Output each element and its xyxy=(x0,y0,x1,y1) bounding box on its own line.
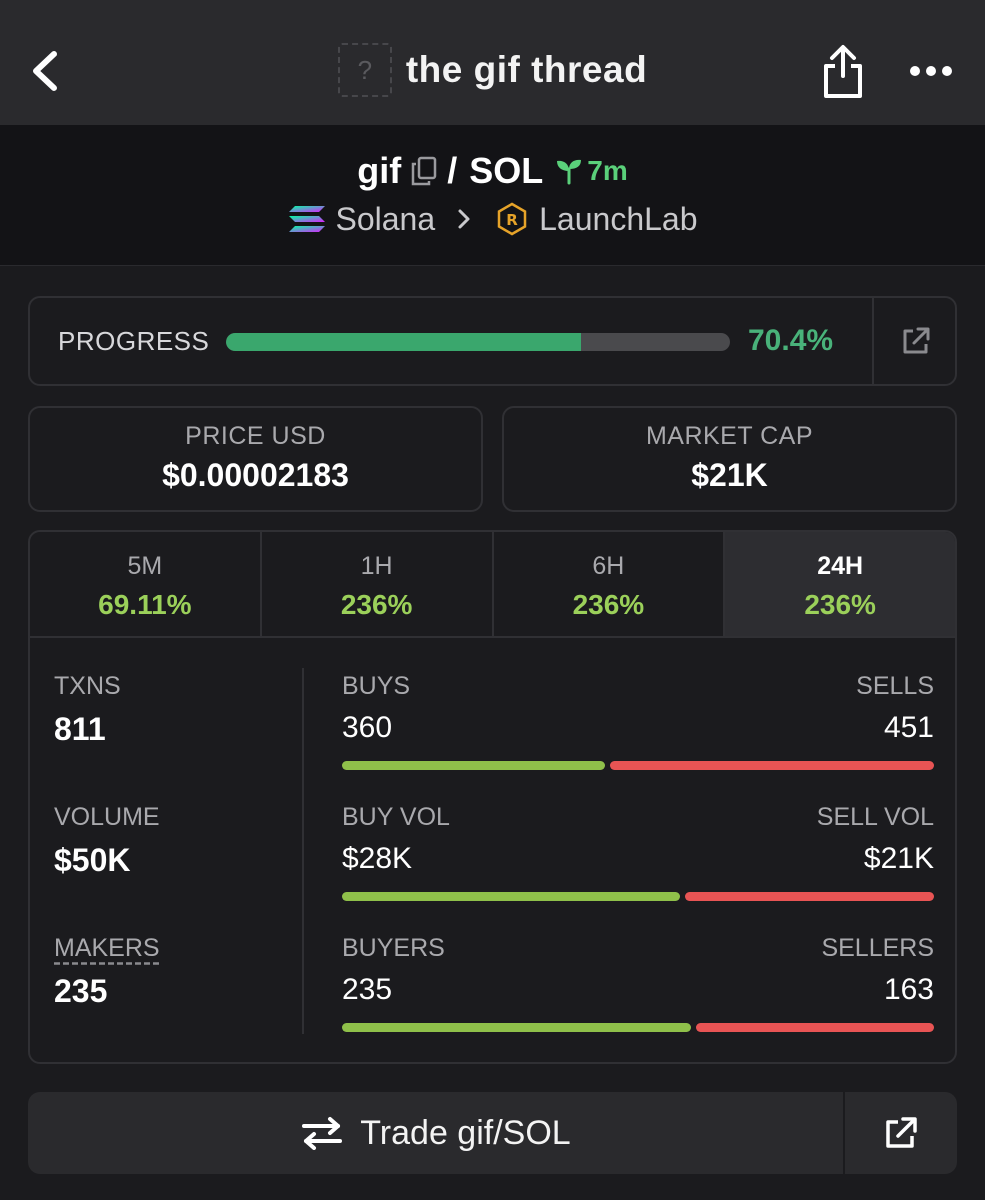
quote-token-symbol: SOL xyxy=(469,150,544,191)
tab-1h[interactable]: 1H 236% xyxy=(262,532,494,636)
top-bar: ? the gif thread xyxy=(0,0,985,125)
launchlab-icon: R xyxy=(497,202,527,236)
sellers-value: 163 xyxy=(883,973,934,1006)
trade-external-link-button[interactable] xyxy=(843,1092,957,1174)
makers-value: 235 xyxy=(54,973,108,1009)
sell-vol-value: $21K xyxy=(863,842,934,875)
external-link-icon xyxy=(903,327,929,354)
buy-vol-label: BUY VOL xyxy=(342,803,450,831)
share-button[interactable] xyxy=(820,44,866,100)
tab-6h[interactable]: 6H 236% xyxy=(494,532,726,636)
sell-bar-segment xyxy=(685,892,934,901)
price-usd-card: PRICE USD $0.00002183 xyxy=(28,406,483,512)
buys-sells-bar xyxy=(342,761,934,770)
buys-label: BUYS xyxy=(342,672,411,700)
trade-button-label: Trade gif/SOL xyxy=(360,1113,571,1152)
buy-bar-segment xyxy=(342,892,681,901)
market-cap-card: MARKET CAP $21K xyxy=(502,406,957,512)
solana-icon xyxy=(289,206,326,232)
volume-value: $50K xyxy=(54,842,131,878)
trade-button[interactable]: Trade gif/SOL xyxy=(28,1092,843,1174)
progress-bar-fill xyxy=(226,333,581,351)
buyers-sellers-ratio: BUYERS SELLERS 235 163 xyxy=(342,934,934,1044)
sellers-label: SELLERS xyxy=(821,934,934,962)
tab-change-value: 236% xyxy=(572,589,645,620)
token-thumbnail: ? xyxy=(337,43,392,97)
svg-text:R: R xyxy=(506,211,518,229)
back-icon xyxy=(33,51,57,91)
title-group: ? the gif thread xyxy=(0,40,985,100)
tab-24h[interactable]: 24H 236% xyxy=(725,532,955,636)
market-cap-value: $21K xyxy=(691,457,768,493)
txns-value: 811 xyxy=(54,711,106,747)
txns-stat: TXNS 811 xyxy=(54,672,294,803)
chain-row: Solana R LaunchLab xyxy=(0,197,985,241)
price-usd-label: PRICE USD xyxy=(185,422,326,450)
buyers-value: 235 xyxy=(342,973,393,1006)
tab-label: 24H xyxy=(817,552,864,580)
buy-sell-volume-ratio: BUY VOL SELL VOL $28K $21K xyxy=(342,803,934,913)
tab-label: 6H xyxy=(592,552,625,580)
buy-vol-value: $28K xyxy=(342,842,413,875)
pair-row: gif / SOL 7m xyxy=(0,147,985,195)
buyers-sellers-bar xyxy=(342,1023,934,1032)
tab-label: 1H xyxy=(360,552,393,580)
buyers-label: BUYERS xyxy=(342,934,445,962)
tab-5m[interactable]: 5M 69.11% xyxy=(30,532,262,636)
share-icon xyxy=(824,45,862,98)
chain-name: Solana xyxy=(335,200,436,237)
txns-label: TXNS xyxy=(54,672,121,700)
progress-bar xyxy=(226,333,730,351)
stats-panel: 5M 69.11% 1H 236% 6H 236% 24H 236% TXNS … xyxy=(28,530,957,1064)
sell-bar-segment xyxy=(696,1023,934,1032)
back-button[interactable] xyxy=(26,46,66,96)
timeframe-tabs: 5M 69.11% 1H 236% 6H 236% 24H 236% xyxy=(30,532,955,638)
progress-percentage: 70.4% xyxy=(748,324,834,357)
buy-sell-volume-bar xyxy=(342,892,934,901)
makers-stat: MAKERS 235 xyxy=(54,934,294,1062)
sprout-icon xyxy=(557,159,582,185)
copy-icon xyxy=(411,156,437,186)
volume-stat: VOLUME $50K xyxy=(54,803,294,934)
progress-external-link-button[interactable] xyxy=(872,298,957,384)
tab-label: 5M xyxy=(127,552,163,580)
sells-label: SELLS xyxy=(856,672,934,700)
more-button[interactable] xyxy=(908,56,954,86)
more-icon xyxy=(910,66,952,76)
sell-bar-segment xyxy=(609,761,934,770)
tab-change-value: 236% xyxy=(340,589,413,620)
trade-bar: Trade gif/SOL xyxy=(28,1092,957,1174)
base-token-symbol: gif xyxy=(357,150,402,191)
page-title: the gif thread xyxy=(405,49,648,90)
price-usd-value: $0.00002183 xyxy=(162,457,349,493)
chevron-right-icon xyxy=(458,209,470,229)
volume-label: VOLUME xyxy=(54,803,160,831)
sell-vol-label: SELL VOL xyxy=(816,803,934,831)
makers-label[interactable]: MAKERS xyxy=(54,934,160,962)
buy-bar-segment xyxy=(342,1023,692,1032)
buys-value: 360 xyxy=(342,711,393,744)
buy-bar-segment xyxy=(342,761,605,770)
pair-age: 7m xyxy=(555,155,628,187)
pair-age-text: 7m xyxy=(587,155,628,186)
swap-icon xyxy=(302,1117,343,1150)
external-link-icon xyxy=(886,1117,917,1148)
pair-separator: / xyxy=(447,150,458,191)
dex-name: LaunchLab xyxy=(539,200,698,237)
buys-sells-ratio: BUYS SELLS 360 451 xyxy=(342,672,934,782)
sells-value: 451 xyxy=(883,711,934,744)
progress-label: PROGRESS xyxy=(58,326,210,356)
summary-stats: TXNS 811 VOLUME $50K MAKERS 235 xyxy=(54,672,294,1062)
stats-divider xyxy=(302,668,304,1034)
tab-change-value: 69.11% xyxy=(98,589,192,620)
pair-header: gif / SOL 7m xyxy=(0,125,985,266)
bonding-progress-card: PROGRESS 70.4% xyxy=(28,296,957,386)
market-cap-label: MARKET CAP xyxy=(645,422,814,450)
tab-change-value: 236% xyxy=(804,589,876,620)
copy-button[interactable] xyxy=(411,156,437,186)
